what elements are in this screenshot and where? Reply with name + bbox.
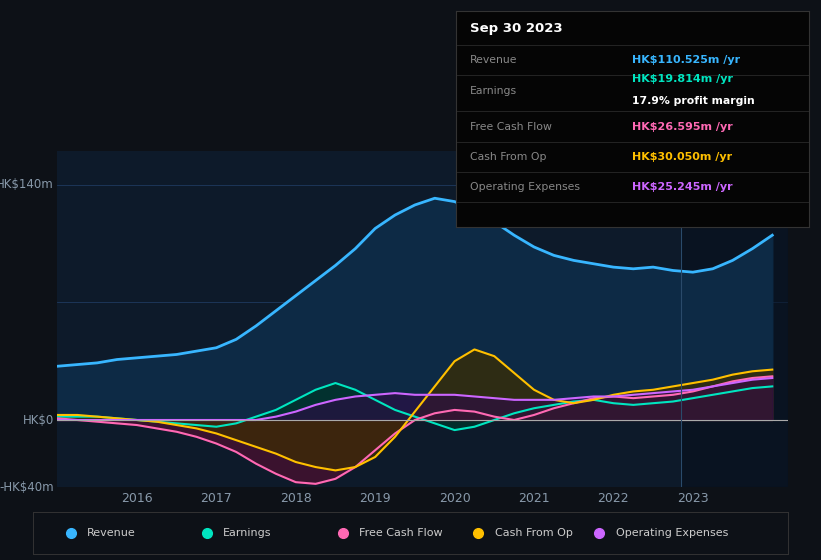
Text: Revenue: Revenue [87, 529, 136, 538]
Text: HK$25.245m /yr: HK$25.245m /yr [632, 182, 733, 192]
Text: -HK$40m: -HK$40m [0, 480, 54, 494]
Bar [681, 151, 788, 487]
Text: Revenue: Revenue [470, 55, 517, 65]
Text: Free Cash Flow: Free Cash Flow [470, 122, 552, 132]
Text: Earnings: Earnings [470, 86, 517, 96]
Text: HK$19.814m /yr: HK$19.814m /yr [632, 74, 733, 84]
Text: Cash From Op: Cash From Op [470, 152, 546, 162]
Text: Sep 30 2023: Sep 30 2023 [470, 22, 562, 35]
Text: Operating Expenses: Operating Expenses [616, 529, 728, 538]
Text: Operating Expenses: Operating Expenses [470, 182, 580, 192]
Text: HK$30.050m /yr: HK$30.050m /yr [632, 152, 732, 162]
Text: HK$26.595m /yr: HK$26.595m /yr [632, 122, 733, 132]
Text: 17.9% profit margin: 17.9% profit margin [632, 96, 755, 106]
Text: Free Cash Flow: Free Cash Flow [359, 529, 443, 538]
Text: Earnings: Earnings [223, 529, 272, 538]
Text: HK$140m: HK$140m [0, 178, 54, 192]
Text: Cash From Op: Cash From Op [495, 529, 573, 538]
Text: HK$0: HK$0 [22, 413, 54, 427]
Text: HK$110.525m /yr: HK$110.525m /yr [632, 55, 741, 65]
